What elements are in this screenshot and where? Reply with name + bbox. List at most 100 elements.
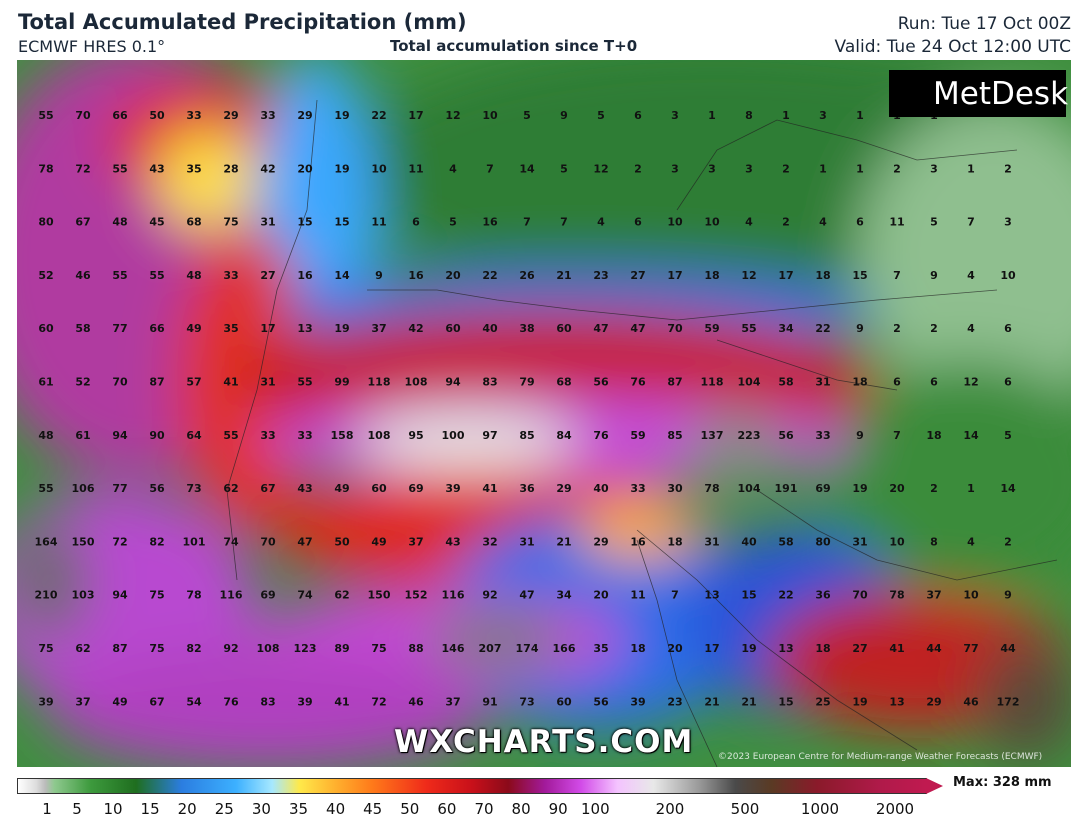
colorbar-label: 200 <box>655 800 685 818</box>
grid-value: 8 <box>930 535 938 548</box>
grid-value: 108 <box>368 429 391 442</box>
grid-value: 76 <box>223 695 239 708</box>
grid-value: 20 <box>667 642 683 655</box>
grid-value: 3 <box>745 162 753 175</box>
grid-value: 52 <box>38 269 53 282</box>
grid-value: 68 <box>186 216 201 229</box>
grid-value: 1 <box>856 162 864 175</box>
grid-value: 75 <box>149 589 164 602</box>
grid-value: 97 <box>482 429 497 442</box>
colorbar-label: 500 <box>730 800 760 818</box>
grid-value: 92 <box>482 589 497 602</box>
grid-value: 72 <box>75 162 90 175</box>
grid-value: 10 <box>371 162 387 175</box>
grid-value: 10 <box>963 589 979 602</box>
grid-value: 55 <box>38 482 53 495</box>
grid-value: 22 <box>482 269 497 282</box>
grid-value: 1 <box>708 109 716 122</box>
grid-value: 2 <box>782 216 790 229</box>
grid-value: 55 <box>297 376 312 389</box>
grid-value: 90 <box>149 429 165 442</box>
grid-value: 39 <box>297 695 312 708</box>
grid-value: 33 <box>223 269 238 282</box>
grid-value: 47 <box>519 589 534 602</box>
grid-value: 14 <box>1000 482 1016 495</box>
grid-value: 13 <box>704 589 719 602</box>
grid-value: 34 <box>556 589 572 602</box>
grid-value: 83 <box>482 376 497 389</box>
grid-value: 8 <box>745 109 753 122</box>
grid-value: 36 <box>519 482 535 495</box>
grid-value: 57 <box>186 376 201 389</box>
grid-value: 69 <box>408 482 423 495</box>
grid-value: 9 <box>930 269 938 282</box>
grid-value: 50 <box>334 535 350 548</box>
grid-value: 77 <box>112 322 127 335</box>
grid-value: 75 <box>223 216 238 229</box>
grid-value: 64 <box>186 429 202 442</box>
grid-value: 56 <box>593 376 609 389</box>
grid-value: 49 <box>186 322 201 335</box>
grid-value: 11 <box>889 216 904 229</box>
grid-value: 33 <box>260 109 275 122</box>
grid-value: 137 <box>701 429 724 442</box>
grid-value: 21 <box>556 269 571 282</box>
grid-value: 66 <box>149 322 165 335</box>
grid-value: 6 <box>893 376 901 389</box>
grid-value: 19 <box>334 109 349 122</box>
grid-value: 9 <box>856 322 864 335</box>
grid-value: 56 <box>149 482 165 495</box>
grid-value: 41 <box>889 642 904 655</box>
grid-value: 77 <box>112 482 127 495</box>
grid-value: 39 <box>38 695 53 708</box>
grid-value: 2 <box>930 482 938 495</box>
grid-value: 61 <box>75 429 90 442</box>
grid-value: 34 <box>778 322 794 335</box>
grid-value: 80 <box>815 535 831 548</box>
grid-value: 66 <box>112 109 128 122</box>
grid-value: 2 <box>782 162 790 175</box>
grid-value: 37 <box>75 695 90 708</box>
grid-value: 49 <box>371 535 386 548</box>
grid-value: 104 <box>738 376 761 389</box>
grid-value: 10 <box>704 216 720 229</box>
grid-value: 80 <box>38 216 54 229</box>
grid-value: 13 <box>778 642 793 655</box>
grid-value: 75 <box>38 642 53 655</box>
grid-value: 55 <box>112 162 127 175</box>
grid-value: 33 <box>630 482 645 495</box>
grid-value: 72 <box>112 535 127 548</box>
grid-value: 15 <box>852 269 867 282</box>
grid-value: 58 <box>778 535 793 548</box>
grid-value: 40 <box>593 482 609 495</box>
grid-value: 18 <box>667 535 682 548</box>
grid-value: 49 <box>334 482 349 495</box>
grid-value: 116 <box>220 589 243 602</box>
grid-value: 18 <box>815 642 830 655</box>
grid-value: 10 <box>667 216 683 229</box>
grid-value: 11 <box>630 589 645 602</box>
grid-value: 70 <box>260 535 276 548</box>
grid-value: 67 <box>75 216 90 229</box>
grid-value: 5 <box>1004 429 1012 442</box>
grid-value: 22 <box>371 109 386 122</box>
grid-value: 7 <box>486 162 494 175</box>
grid-value: 73 <box>186 482 201 495</box>
grid-value: 9 <box>1004 589 1012 602</box>
grid-value: 22 <box>778 589 793 602</box>
grid-value: 172 <box>997 695 1020 708</box>
grid-value: 50 <box>149 109 165 122</box>
grid-value: 5 <box>597 109 605 122</box>
colorbar-label: 35 <box>288 800 309 818</box>
map: 5570665033293329192217121059563181311178… <box>17 60 1071 767</box>
grid-value: 2 <box>634 162 642 175</box>
grid-value: 75 <box>149 642 164 655</box>
grid-value: 78 <box>704 482 719 495</box>
grid-value: 12 <box>741 269 756 282</box>
grid-value: 1 <box>782 109 790 122</box>
grid-value: 18 <box>630 642 645 655</box>
grid-value: 67 <box>149 695 164 708</box>
grid-value: 18 <box>852 376 867 389</box>
grid-value: 108 <box>257 642 280 655</box>
